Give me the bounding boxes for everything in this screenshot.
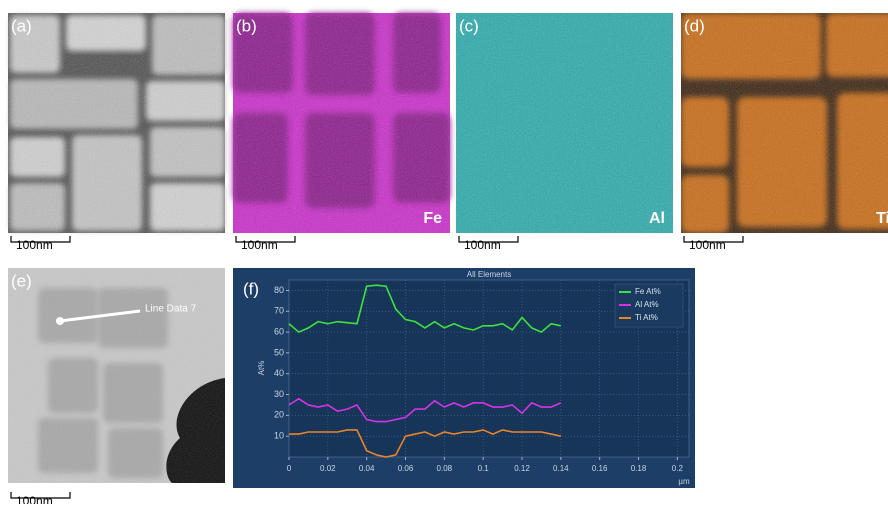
x-tick-label: 0.08 <box>437 464 453 473</box>
image-grain <box>8 13 225 233</box>
x-tick-label: 0.16 <box>592 464 608 473</box>
chart-title: All Elements <box>467 270 511 279</box>
scale-bar-label: 100nm <box>241 238 278 252</box>
y-tick-label: 70 <box>274 306 284 316</box>
panel-label: (f) <box>243 279 259 298</box>
scale-bar-label: 100nm <box>16 238 53 252</box>
figure: Line Data 7 (a) 100nm (b) Fe 100nm (c) Al 100nm (… <box>0 0 888 504</box>
image-panel <box>681 13 888 233</box>
scale-bar-label: 100nm <box>16 494 53 504</box>
annotation: Line Data 7 <box>145 304 197 315</box>
y-tick-label: 30 <box>274 389 284 399</box>
y-tick-label: 60 <box>274 326 284 336</box>
y-axis-label: At% <box>257 361 266 376</box>
x-axis-label: µm <box>678 477 690 486</box>
panel-label: (d) <box>684 16 705 35</box>
x-tick-label: 0.06 <box>398 464 414 473</box>
element-label: Ti <box>876 210 888 227</box>
x-tick-label: 0.14 <box>553 464 569 473</box>
x-tick-label: 0.12 <box>514 464 530 473</box>
line-scan-start <box>56 317 64 325</box>
x-tick-label: 0.04 <box>359 464 375 473</box>
panel-label: (b) <box>236 16 257 35</box>
image-grain <box>456 13 673 233</box>
x-tick-label: 0.2 <box>672 464 684 473</box>
image-grain <box>233 13 450 233</box>
y-tick-label: 10 <box>274 431 284 441</box>
image-panel <box>456 13 673 233</box>
y-tick-label: 40 <box>274 368 284 378</box>
x-tick-label: 0.18 <box>631 464 647 473</box>
y-tick-label: 80 <box>274 285 284 295</box>
panel-label: (a) <box>11 16 32 35</box>
image-panel <box>233 13 450 233</box>
image-panel: Line Data 7 <box>8 268 225 483</box>
element-label: Fe <box>423 210 442 227</box>
x-tick-label: 0.02 <box>320 464 336 473</box>
legend-label: Al At% <box>635 300 659 309</box>
y-tick-label: 50 <box>274 347 284 357</box>
element-label: Al <box>649 210 665 227</box>
image-grain <box>8 268 225 483</box>
scale-bar-label: 100nm <box>689 238 726 252</box>
legend-label: Ti At% <box>635 313 658 322</box>
x-tick-label: 0 <box>287 464 292 473</box>
panel-label: (c) <box>459 16 479 35</box>
scale-bar-label: 100nm <box>464 238 501 252</box>
panel-label: (e) <box>11 271 32 290</box>
image-panel <box>8 13 225 233</box>
image-grain <box>681 13 888 233</box>
y-tick-label: 20 <box>274 410 284 420</box>
x-tick-label: 0.1 <box>478 464 490 473</box>
legend-label: Fe At% <box>635 287 661 296</box>
